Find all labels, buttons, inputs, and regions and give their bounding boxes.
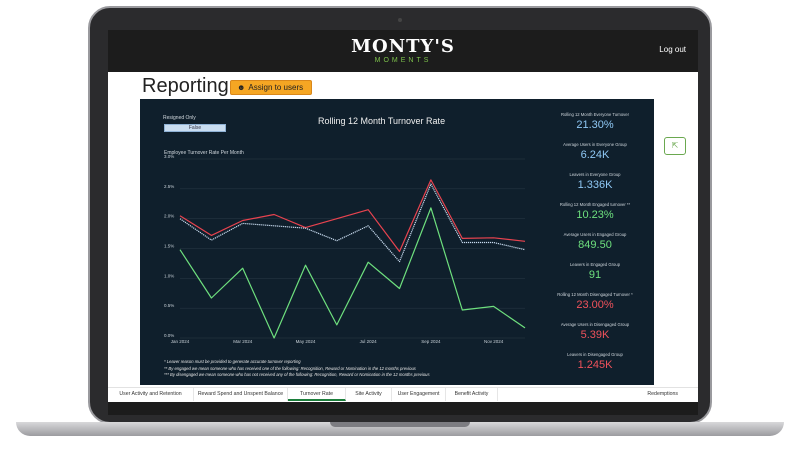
assign-to-users-button[interactable]: ☻ Assign to users bbox=[230, 80, 313, 95]
kpi-label: Rolling 12 Month Engaged turnover ** bbox=[559, 202, 631, 207]
kpi-value: 91 bbox=[588, 269, 602, 281]
x-tick-label: Mar 2024 bbox=[233, 339, 253, 344]
kpi-value: 1.245K bbox=[577, 359, 613, 371]
resigned-filter-label: Resigned Only bbox=[163, 115, 196, 121]
kpi-card: Leavers in Engaged Group 91 bbox=[540, 262, 650, 281]
expand-icon[interactable]: ⇱ bbox=[664, 137, 686, 155]
series-line-0 bbox=[179, 179, 526, 253]
camera-dot bbox=[398, 18, 402, 22]
x-tick-label: Jul 2024 bbox=[360, 339, 378, 344]
kpi-label: Average Users in Everyone Group bbox=[563, 142, 627, 147]
chart-subtitle: Employee Turnover Rate Per Month bbox=[164, 150, 244, 156]
kpi-card: Leavers in Everyone Group 1.336K bbox=[540, 172, 650, 191]
screen-bezel-bottom bbox=[108, 402, 698, 415]
tab-site-activity[interactable]: Site Activity bbox=[346, 388, 392, 401]
kpi-label: Average Users in Disengaged Group bbox=[560, 322, 630, 327]
laptop-notch bbox=[330, 422, 470, 427]
page-title: Reporting bbox=[142, 75, 229, 97]
tab-reward-spend[interactable]: Reward Spend and Unspent Balance bbox=[194, 388, 288, 401]
kpi-label: Leavers in Everyone Group bbox=[569, 172, 621, 177]
brand-subtitle: MOMENTS bbox=[374, 57, 432, 64]
tab-turnover-rate[interactable]: Turnover Rate bbox=[288, 388, 346, 401]
kpi-value: 10.23% bbox=[576, 209, 614, 221]
y-tick-label: 3.0% bbox=[164, 154, 174, 159]
kpi-value: 5.39K bbox=[580, 329, 610, 341]
tab-benefit-activity[interactable]: Benefit Activity bbox=[446, 388, 498, 401]
tab-redemptions[interactable]: Redemptions bbox=[647, 391, 678, 397]
y-tick-label: 0.0% bbox=[164, 333, 174, 338]
kpi-value: 21.30% bbox=[576, 119, 614, 131]
x-tick-label: Sep 2024 bbox=[421, 339, 441, 344]
kpi-value: 6.24K bbox=[580, 149, 610, 161]
kpi-card: Average Users in Disengaged Group 5.39K bbox=[540, 322, 650, 341]
chart-title: Rolling 12 Month Turnover Rate bbox=[318, 116, 446, 126]
assign-label: Assign to users bbox=[248, 83, 304, 92]
kpi-label: Leavers in Engaged Group bbox=[569, 262, 621, 267]
series-line-2 bbox=[179, 207, 526, 339]
kpi-card: Average Users in Engaged Group 849.50 bbox=[540, 232, 650, 251]
kpi-label: Rolling 12 Month Everyone Turnover bbox=[561, 112, 629, 117]
x-tick-label: May 2024 bbox=[296, 339, 316, 344]
y-tick-label: 0.5% bbox=[164, 303, 174, 308]
kpi-label: Leavers in Disengaged Group bbox=[567, 352, 623, 357]
y-tick-label: 1.0% bbox=[164, 273, 174, 278]
kpi-card: Rolling 12 Month Everyone Turnover 21.30% bbox=[540, 112, 650, 131]
tab-user-activity[interactable]: User Activity and Retention bbox=[108, 388, 194, 401]
laptop-base bbox=[16, 422, 784, 436]
kpi-card: Rolling 12 Month Engaged turnover ** 10.2… bbox=[540, 202, 650, 221]
turnover-line-chart: 0.0% 0.5% 1.0% 1.5% 2.0% 2.5% 3.0% Jan 2024 Mar … bbox=[164, 154, 526, 344]
kpi-card: Leavers in Disengaged Group 1.245K bbox=[540, 352, 650, 371]
kpi-value: 849.50 bbox=[578, 239, 612, 251]
kpi-card: Average Users in Everyone Group 6.24K bbox=[540, 142, 650, 161]
footnote: *** By disengaged we mean someone who ha… bbox=[164, 372, 430, 378]
logout-link[interactable]: Log out bbox=[659, 45, 686, 54]
x-tick-label: Jan 2024 bbox=[171, 339, 190, 344]
users-icon: ☻ bbox=[237, 83, 246, 92]
y-tick-label: 1.5% bbox=[164, 244, 174, 249]
screen: MONTY'S MOMENTS Log out Reporting ☻ Assig… bbox=[108, 30, 698, 415]
kpi-value: 23.00% bbox=[576, 299, 614, 311]
brand-logo: MONTY'S bbox=[351, 36, 455, 57]
y-tick-label: 2.0% bbox=[164, 214, 174, 219]
footnotes: * Leaver reason must be provided to gene… bbox=[164, 359, 430, 379]
footnote: ** By engaged we mean someone who has re… bbox=[164, 365, 416, 371]
resigned-filter-select[interactable]: False bbox=[164, 124, 226, 132]
report-tabs: User Activity and Retention Reward Spend… bbox=[108, 387, 698, 401]
turnover-report: Resigned Only False Rolling 12 Month Tur… bbox=[140, 99, 654, 385]
series-line-1 bbox=[179, 183, 526, 263]
kpi-label: Rolling 12 Month Disengaged Turnover * bbox=[557, 292, 633, 297]
kpi-card: Rolling 12 Month Disengaged Turnover * 23… bbox=[540, 292, 650, 311]
footnote: * Leaver reason must be provided to gene… bbox=[164, 359, 301, 364]
tab-user-engagement[interactable]: User Engagement bbox=[392, 388, 446, 401]
app-header: MONTY'S MOMENTS Log out bbox=[108, 30, 698, 72]
y-tick-label: 2.5% bbox=[164, 184, 174, 189]
kpi-label: Average Users in Engaged Group bbox=[563, 232, 627, 237]
kpi-value: 1.336K bbox=[577, 179, 613, 191]
x-tick-label: Nov 2024 bbox=[484, 339, 504, 344]
